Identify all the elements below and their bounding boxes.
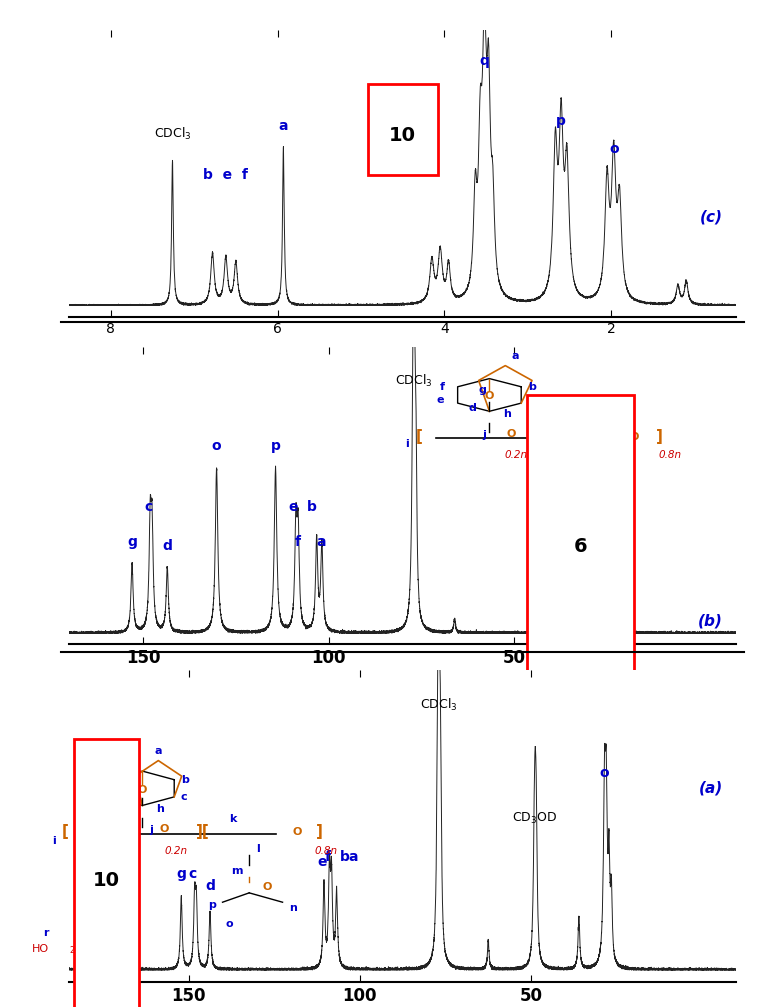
Text: i: i [406, 439, 410, 449]
Text: O: O [506, 429, 515, 439]
Text: o: o [559, 539, 567, 549]
Text: p: p [535, 523, 543, 532]
Text: O: O [485, 392, 494, 402]
FancyBboxPatch shape [527, 396, 634, 697]
Text: a: a [278, 119, 288, 133]
Text: f: f [324, 850, 331, 864]
Text: O: O [630, 432, 639, 441]
Text: a: a [512, 351, 519, 362]
Text: i: i [52, 837, 56, 846]
Text: S: S [96, 944, 104, 954]
Text: O: O [138, 784, 147, 795]
Text: f: f [295, 535, 301, 549]
Text: d: d [468, 404, 476, 413]
Text: q: q [78, 928, 87, 939]
Text: (c): (c) [700, 209, 723, 225]
Text: k: k [569, 419, 577, 429]
Text: f: f [92, 774, 97, 784]
Text: $_2$C: $_2$C [69, 943, 84, 956]
Text: g: g [127, 535, 137, 549]
Text: h: h [503, 409, 511, 419]
Text: 0.2n: 0.2n [164, 846, 187, 856]
Text: e: e [318, 855, 327, 869]
Text: r: r [108, 838, 115, 852]
Text: (a): (a) [699, 780, 723, 796]
Text: 0.8n: 0.8n [658, 450, 681, 460]
Text: c: c [181, 792, 187, 802]
Text: HO: HO [32, 944, 49, 954]
Text: 0.2n: 0.2n [505, 450, 528, 460]
Text: n: n [289, 903, 297, 913]
Text: e: e [90, 788, 97, 799]
Text: r: r [44, 928, 49, 939]
Text: b: b [340, 850, 350, 864]
Text: b  e  f: b e f [203, 168, 249, 182]
Text: j: j [149, 826, 153, 836]
Text: O: O [603, 483, 612, 493]
Text: p: p [556, 114, 566, 128]
Text: b: b [307, 500, 317, 515]
Text: f: f [439, 382, 444, 392]
Text: 10: 10 [93, 871, 120, 890]
Text: j: j [482, 430, 486, 440]
Text: g: g [132, 777, 140, 787]
Text: o: o [129, 944, 137, 954]
Text: O: O [159, 824, 169, 834]
Text: CDCl$_3$: CDCl$_3$ [420, 697, 457, 713]
Text: (b): (b) [698, 613, 723, 628]
Text: o: o [212, 438, 222, 452]
FancyBboxPatch shape [367, 84, 438, 175]
Text: h: h [156, 804, 163, 814]
Text: CDCl$_3$: CDCl$_3$ [153, 126, 191, 142]
Text: m: m [231, 866, 242, 876]
Text: g: g [479, 385, 487, 395]
Text: ][: ][ [536, 429, 550, 444]
FancyBboxPatch shape [74, 739, 139, 1007]
Text: p: p [208, 900, 216, 910]
Text: b: b [181, 774, 189, 784]
Text: O: O [262, 881, 272, 891]
Text: ]: ] [657, 429, 663, 444]
Text: 0.8n: 0.8n [314, 846, 337, 856]
Text: d: d [205, 879, 215, 893]
Text: [: [ [416, 429, 423, 444]
Text: o: o [600, 766, 610, 780]
Text: 10: 10 [389, 126, 416, 145]
Text: a: a [155, 746, 162, 756]
Text: 6: 6 [574, 537, 588, 556]
Text: q: q [479, 53, 489, 67]
Text: CDCl$_3$: CDCl$_3$ [395, 373, 433, 389]
Text: l: l [256, 844, 259, 854]
Text: c: c [528, 398, 535, 408]
Text: ]: ] [316, 825, 323, 840]
Text: c: c [145, 500, 153, 515]
Text: o: o [609, 142, 618, 156]
Text: a: a [316, 535, 326, 549]
Text: m: m [571, 468, 583, 478]
Text: n: n [610, 501, 617, 512]
Text: p: p [271, 438, 281, 452]
Text: c: c [189, 867, 197, 881]
Text: d: d [121, 798, 129, 808]
Text: O: O [292, 827, 302, 837]
Text: o: o [225, 919, 233, 929]
Text: k: k [229, 815, 236, 824]
Text: a: a [348, 850, 358, 864]
Text: CD$_3$OD: CD$_3$OD [512, 811, 557, 826]
Text: [: [ [62, 825, 69, 840]
Text: b: b [528, 382, 536, 392]
Text: l: l [596, 448, 600, 458]
Text: e: e [288, 500, 298, 515]
Text: g: g [176, 867, 186, 881]
Text: p: p [112, 928, 120, 939]
Text: ][: ][ [196, 825, 209, 840]
Text: e: e [436, 395, 444, 405]
Text: d: d [163, 539, 173, 553]
